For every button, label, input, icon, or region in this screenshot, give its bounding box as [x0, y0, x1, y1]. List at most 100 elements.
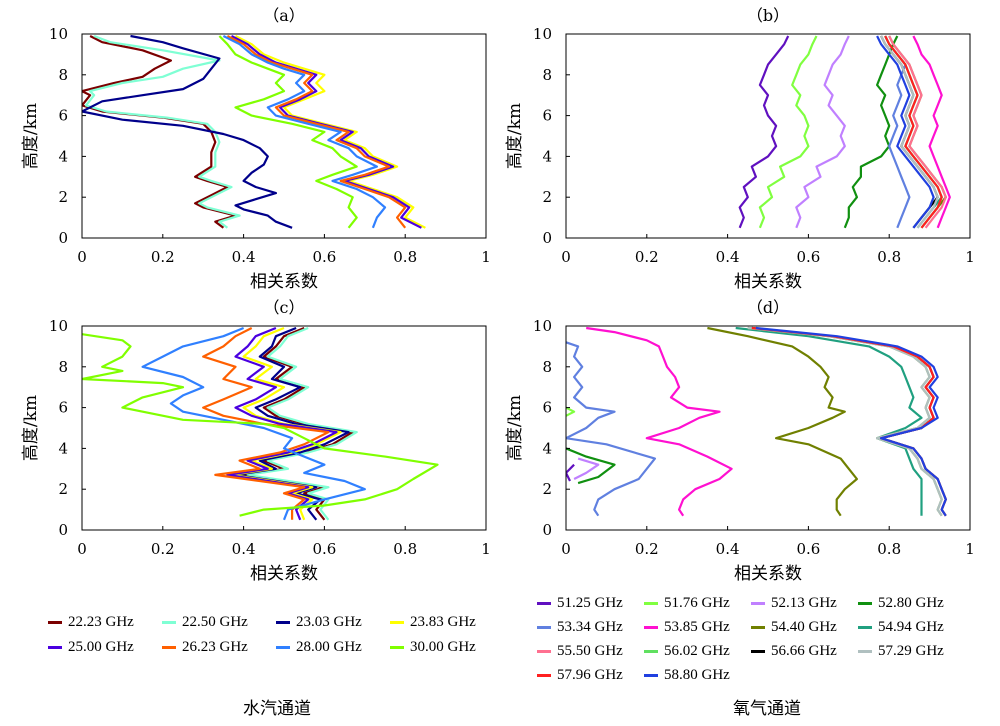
y-tick-label: 8: [542, 358, 552, 376]
legend-label: 51.76 GHz: [664, 595, 730, 611]
series-group: [566, 326, 947, 517]
legend-label: 54.94 GHz: [878, 619, 944, 635]
y-tick-label: 8: [58, 358, 68, 376]
legend-swatch: [48, 621, 62, 624]
x-tick-label: 0.4: [716, 248, 740, 266]
legend-item: 54.40 GHz: [751, 619, 837, 636]
x-tick-label: 0.4: [232, 540, 256, 558]
series-line: [758, 35, 818, 229]
plot-frame: [81, 33, 487, 239]
y-axis-label: 高度/km: [505, 103, 525, 169]
series-line: [230, 326, 342, 521]
series-line: [884, 35, 943, 229]
x-tick-label: 0.6: [796, 248, 820, 266]
y-axis-label: 高度/km: [21, 395, 41, 461]
series-line: [884, 35, 911, 229]
legend-item: 23.03 GHz: [276, 614, 362, 631]
series-group: [82, 326, 439, 521]
series-line: [82, 333, 439, 517]
y-tick-label: 2: [542, 188, 552, 206]
series-line: [226, 35, 407, 229]
legend-item: 22.23 GHz: [48, 614, 134, 631]
legend-label: 58.80 GHz: [664, 667, 730, 683]
legend-item: 56.02 GHz: [644, 643, 730, 660]
legend-label: 28.00 GHz: [296, 639, 362, 655]
y-tick-label: 0: [542, 229, 552, 247]
legend-swatch: [644, 674, 658, 677]
series-line: [84, 34, 241, 229]
x-axis-label: 相关系数: [250, 272, 318, 292]
legend-swatch: [858, 650, 872, 653]
legend-label: 56.02 GHz: [664, 643, 730, 659]
y-axis-label: 高度/km: [21, 103, 41, 169]
group-label-water-vapor: 水汽通道: [243, 699, 311, 719]
x-axis-label: 相关系数: [734, 272, 802, 292]
x-tick-label: 0.2: [151, 248, 175, 266]
x-tick-label: 0.8: [393, 248, 417, 266]
panel-label: （c）: [264, 298, 305, 317]
series-line: [82, 35, 237, 229]
legend-label: 53.34 GHz: [557, 619, 623, 635]
legend-item: 23.83 GHz: [390, 614, 476, 631]
legend-label: 51.25 GHz: [557, 595, 623, 611]
series-line: [876, 35, 935, 229]
legend-label: 57.29 GHz: [878, 643, 944, 659]
legend-swatch: [644, 626, 658, 629]
legend-item: 53.34 GHz: [537, 619, 623, 636]
legend-item: 56.66 GHz: [751, 643, 837, 660]
y-tick-label: 6: [58, 107, 68, 125]
legend-label: 26.23 GHz: [182, 639, 248, 655]
legend-label: 25.00 GHz: [68, 639, 134, 655]
series-line: [566, 341, 656, 517]
y-tick-label: 6: [542, 399, 552, 417]
x-tick-label: 0.8: [877, 248, 901, 266]
x-tick-label: 1: [481, 248, 491, 266]
y-axis-label: 高度/km: [505, 395, 525, 461]
series-line: [566, 463, 575, 482]
y-tick-label: 4: [542, 147, 552, 165]
legend-swatch: [162, 621, 176, 624]
group-label-oxygen: 氧气通道: [733, 699, 801, 719]
legend-swatch: [537, 626, 551, 629]
x-tick-label: 0: [561, 540, 571, 558]
y-tick-label: 10: [49, 317, 68, 335]
legend-item: 51.76 GHz: [644, 595, 730, 612]
legend-item: 52.13 GHz: [751, 595, 837, 612]
y-tick-label: 2: [58, 480, 68, 498]
plot-frame: [565, 325, 971, 531]
series-line: [573, 457, 600, 480]
legend-swatch: [537, 602, 551, 605]
legend-item: 25.00 GHz: [48, 639, 134, 656]
y-tick-label: 6: [58, 399, 68, 417]
series-line: [738, 35, 790, 229]
legend-label: 55.50 GHz: [557, 643, 623, 659]
series-line: [234, 326, 350, 521]
series-line: [222, 35, 387, 229]
series-group: [738, 35, 951, 229]
series-line: [735, 326, 923, 516]
series-line: [218, 35, 358, 229]
legend-swatch: [537, 674, 551, 677]
x-tick-label: 0.6: [312, 248, 336, 266]
legend-swatch: [276, 646, 290, 649]
x-tick-label: 0: [561, 248, 571, 266]
x-tick-label: 0.6: [796, 540, 820, 558]
y-tick-label: 2: [58, 188, 68, 206]
legend-swatch: [537, 650, 551, 653]
legend-swatch: [48, 646, 62, 649]
legend-label: 22.23 GHz: [68, 614, 134, 630]
x-tick-label: 0.4: [716, 540, 740, 558]
series-line: [82, 34, 293, 229]
legend-label: 22.50 GHz: [182, 614, 248, 630]
series-line: [843, 35, 899, 229]
legend-label: 30.00 GHz: [410, 639, 476, 655]
x-tick-label: 0.2: [151, 540, 175, 558]
series-line: [566, 406, 576, 417]
series-line: [888, 35, 947, 229]
panel-label: （a）: [263, 6, 305, 25]
series-line: [586, 326, 733, 517]
y-tick-label: 4: [58, 439, 68, 457]
